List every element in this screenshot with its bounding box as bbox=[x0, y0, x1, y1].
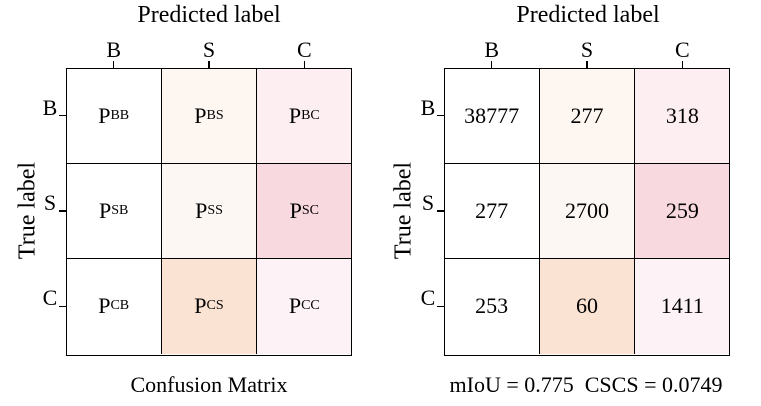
cell-label-main: P bbox=[195, 197, 208, 223]
matrix-cell: P CC bbox=[256, 258, 352, 354]
y-tick-mark bbox=[59, 305, 66, 308]
chart-title: Predicted label bbox=[137, 2, 281, 28]
chart-caption: Confusion Matrix bbox=[130, 372, 288, 397]
grid-line bbox=[444, 162, 730, 165]
x-tick-label: C bbox=[674, 37, 690, 62]
matrix-cell: P BB bbox=[66, 68, 162, 164]
cell-value: 253 bbox=[475, 293, 509, 319]
x-tick-label: B bbox=[106, 37, 121, 62]
cell-label-main: P bbox=[194, 293, 207, 319]
x-tick-mark bbox=[586, 61, 588, 68]
grid-line bbox=[160, 68, 163, 354]
matrix-cell: P CB bbox=[66, 258, 162, 354]
cell-value: 60 bbox=[575, 293, 598, 319]
grid-line bbox=[66, 162, 352, 165]
cell-label-main: P bbox=[194, 102, 207, 128]
y-tick-mark bbox=[59, 210, 66, 212]
y-tick-label: B bbox=[420, 94, 436, 120]
y-tick-label: C bbox=[42, 285, 58, 311]
cell-label-main: P bbox=[288, 293, 302, 319]
x-tick-mark bbox=[113, 61, 115, 68]
matrix-cell: 277 bbox=[444, 163, 540, 259]
y-tick-label: B bbox=[42, 94, 58, 120]
matrix-border bbox=[444, 68, 730, 356]
y-tick-mark bbox=[437, 305, 444, 308]
grid-line bbox=[444, 258, 730, 260]
y-tick-mark bbox=[437, 210, 444, 212]
grid-line bbox=[256, 68, 258, 354]
matrix-cell: P BC bbox=[256, 68, 352, 164]
cell-label-main: P bbox=[289, 197, 302, 223]
x-tick-label: C bbox=[296, 37, 312, 62]
y-tick-label: S bbox=[421, 190, 435, 215]
cell-value: 277 bbox=[570, 102, 604, 128]
y-tick-label: S bbox=[43, 190, 57, 215]
matrix-cell: 253 bbox=[444, 258, 540, 354]
grid-line bbox=[66, 258, 352, 260]
cell-value: 277 bbox=[475, 197, 509, 223]
cell-value: 318 bbox=[665, 102, 699, 128]
y-axis-label: True label bbox=[390, 161, 417, 260]
matrix-cell: 259 bbox=[634, 163, 730, 259]
chart-title: Predicted label bbox=[516, 2, 660, 28]
matrix-cell: 38777 bbox=[444, 68, 540, 164]
matrix-cell: P SS bbox=[161, 163, 257, 259]
x-tick-mark bbox=[303, 61, 306, 68]
matrix-cell: 1411 bbox=[634, 258, 730, 354]
x-tick-mark bbox=[491, 61, 493, 68]
cell-label-main: P bbox=[288, 102, 302, 128]
matrix-cell: 60 bbox=[539, 258, 635, 354]
matrix-cell: 2700 bbox=[539, 163, 635, 259]
cell-value: 1411 bbox=[660, 293, 704, 319]
x-tick-mark bbox=[208, 61, 210, 68]
x-tick-label: B bbox=[484, 37, 499, 62]
cell-value: 259 bbox=[665, 197, 699, 223]
cell-label-main: P bbox=[98, 293, 111, 319]
y-axis-label: True label bbox=[14, 161, 41, 260]
y-tick-mark bbox=[437, 115, 444, 117]
cell-value: 38777 bbox=[464, 102, 520, 128]
cell-value: 2700 bbox=[564, 197, 609, 223]
matrix-cell: P BS bbox=[161, 68, 257, 164]
matrix-border bbox=[66, 68, 352, 356]
x-tick-mark bbox=[681, 61, 684, 68]
cell-label-main: P bbox=[98, 197, 112, 223]
cell-label-main: P bbox=[98, 102, 111, 128]
y-tick-label: C bbox=[420, 285, 436, 311]
grid-line bbox=[634, 68, 636, 354]
x-tick-label: S bbox=[202, 37, 216, 62]
matrix-cell: 277 bbox=[539, 68, 635, 164]
grid-line bbox=[538, 68, 541, 354]
x-tick-label: S bbox=[580, 37, 594, 62]
matrix-cell: P SB bbox=[66, 163, 162, 259]
chart-caption: mIoU = 0.775 CSCS = 0.0749 bbox=[449, 372, 723, 397]
matrix-cell: P SC bbox=[256, 163, 352, 259]
matrix-cell: P CS bbox=[161, 258, 257, 354]
y-tick-mark bbox=[59, 115, 66, 117]
matrix-cell: 318 bbox=[634, 68, 730, 164]
